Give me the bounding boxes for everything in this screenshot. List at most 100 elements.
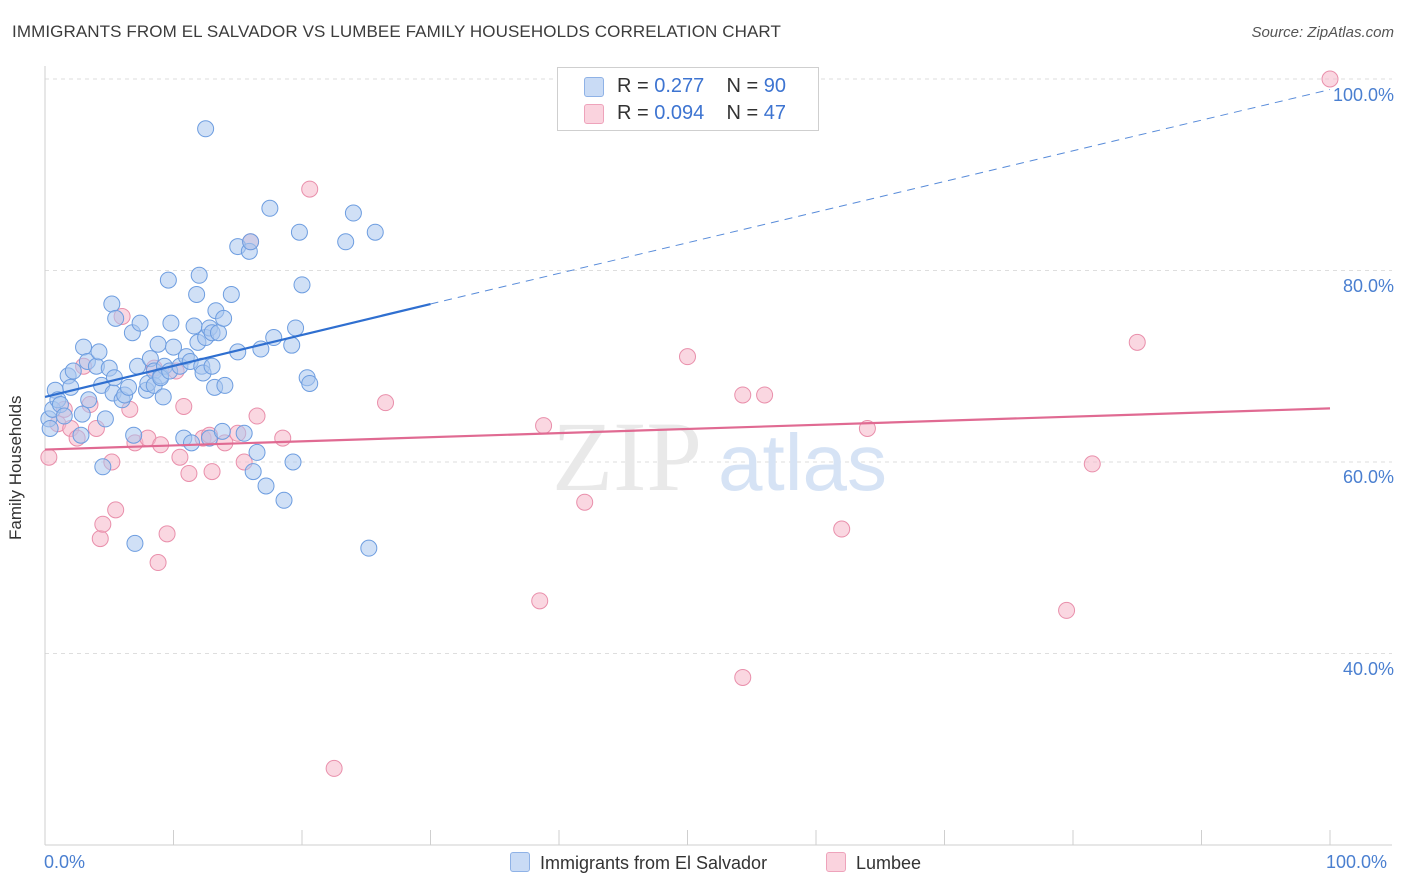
el-salvador-point bbox=[248, 443, 266, 461]
legend-r-label: R = bbox=[617, 102, 649, 124]
lumbee-point bbox=[756, 386, 774, 404]
legend-swatch-blue bbox=[510, 852, 530, 872]
el-salvador-point bbox=[94, 458, 112, 476]
trend-lines bbox=[44, 89, 1331, 451]
el-salvador-point bbox=[72, 426, 90, 444]
el-salvador-point bbox=[154, 388, 172, 406]
lumbee-point bbox=[679, 348, 696, 366]
el-salvador-point bbox=[275, 491, 293, 509]
el-salvador-point bbox=[103, 295, 121, 313]
legend-swatch-blue bbox=[584, 77, 604, 97]
el-salvador-point bbox=[55, 407, 73, 425]
legend-swatch-pink bbox=[584, 104, 604, 124]
el-salvador-point bbox=[41, 419, 59, 437]
legend-item-el-salvador: Immigrants from El Salvador bbox=[510, 852, 767, 874]
legend-label: Lumbee bbox=[856, 853, 922, 873]
lumbee-point bbox=[94, 515, 112, 533]
legend-r-value: 0.094 bbox=[654, 102, 705, 124]
el-salvador-point bbox=[209, 324, 227, 342]
legend-n-value: 47 bbox=[763, 102, 787, 124]
lumbee-point bbox=[149, 554, 167, 572]
el-salvador-point bbox=[165, 338, 182, 356]
lumbee-point bbox=[377, 394, 395, 412]
watermark-zip: ZIP bbox=[552, 401, 702, 512]
lumbee-point bbox=[734, 668, 752, 686]
lumbee-point bbox=[171, 448, 189, 466]
y-tick-label-40: 40.0% bbox=[1342, 659, 1394, 679]
el-salvador-point bbox=[242, 233, 260, 251]
el-salvador-point bbox=[290, 223, 308, 241]
lumbee-point bbox=[734, 386, 752, 404]
el-salvador-point bbox=[216, 376, 234, 394]
legend-n-label: N = bbox=[726, 102, 759, 124]
axes bbox=[44, 66, 1392, 846]
lumbee-point bbox=[107, 501, 125, 519]
el-salvador-point bbox=[215, 309, 233, 327]
el-salvador-point bbox=[190, 266, 208, 284]
el-salvador-point bbox=[366, 223, 384, 241]
legend-item-lumbee: Lumbee bbox=[826, 852, 921, 874]
legend-n-value: 90 bbox=[763, 75, 787, 97]
el-salvador-points bbox=[40, 120, 384, 557]
legend-r-label: R = bbox=[617, 75, 649, 97]
el-salvador-point bbox=[75, 338, 93, 356]
chart-source: Source: ZipAtlas.com bbox=[1251, 24, 1394, 41]
lumbee-point bbox=[248, 407, 266, 425]
lumbee-point bbox=[1321, 70, 1339, 88]
el-salvador-point bbox=[159, 271, 177, 289]
el-salvador-trend-extension bbox=[430, 89, 1331, 305]
el-salvador-point bbox=[213, 422, 231, 440]
y-tick-label-60: 60.0% bbox=[1342, 467, 1394, 487]
el-salvador-point bbox=[293, 276, 311, 294]
lumbee-point bbox=[91, 530, 109, 548]
lumbee-point bbox=[531, 592, 549, 610]
el-salvador-trend-line bbox=[44, 302, 431, 398]
el-salvador-point bbox=[73, 405, 91, 423]
el-salvador-point bbox=[301, 374, 319, 392]
legend-swatch-pink bbox=[826, 852, 846, 872]
lumbee-point bbox=[1083, 455, 1101, 473]
el-salvador-point bbox=[131, 314, 149, 332]
lumbee-trend-line bbox=[44, 407, 1331, 451]
el-salvador-point bbox=[90, 343, 108, 361]
el-salvador-point bbox=[120, 378, 138, 396]
el-salvador-point bbox=[287, 319, 305, 337]
el-salvador-point bbox=[360, 539, 378, 557]
el-salvador-point bbox=[235, 424, 253, 442]
el-salvador-point bbox=[197, 120, 215, 138]
lumbee-point bbox=[1058, 601, 1076, 619]
lumbee-point bbox=[535, 417, 553, 435]
el-salvador-point bbox=[261, 199, 279, 217]
lumbee-point bbox=[1128, 333, 1146, 351]
stats-legend: R = 0.277 N = 90 R = 0.094 N = 47 bbox=[557, 67, 819, 131]
grid bbox=[45, 78, 1392, 654]
x-tick-label-0: 0.0% bbox=[44, 852, 86, 872]
lumbee-point bbox=[833, 520, 851, 538]
lumbee-point bbox=[325, 759, 343, 777]
el-salvador-point bbox=[162, 314, 180, 332]
el-salvador-point bbox=[203, 357, 221, 375]
lumbee-point bbox=[274, 429, 292, 447]
x-tick-label-100: 100.0% bbox=[1326, 852, 1388, 872]
el-salvador-point bbox=[96, 410, 114, 428]
el-salvador-point bbox=[257, 477, 275, 495]
lumbee-point bbox=[301, 180, 319, 198]
el-salvador-point bbox=[337, 233, 355, 251]
el-salvador-point bbox=[107, 309, 125, 327]
legend-r-value: 0.277 bbox=[654, 75, 705, 97]
chart-title: IMMIGRANTS FROM EL SALVADOR VS LUMBEE FA… bbox=[12, 22, 781, 41]
el-salvador-point bbox=[244, 463, 262, 481]
lumbee-point bbox=[203, 463, 221, 481]
el-salvador-point bbox=[182, 434, 200, 452]
lumbee-point bbox=[576, 493, 594, 511]
watermark-atlas: atlas bbox=[718, 418, 887, 507]
el-salvador-point bbox=[284, 453, 302, 471]
el-salvador-point bbox=[64, 362, 82, 380]
el-salvador-point bbox=[80, 391, 98, 409]
el-salvador-point bbox=[188, 285, 206, 303]
lumbee-point bbox=[858, 419, 876, 437]
lumbee-point bbox=[180, 464, 198, 482]
legend-n-label: N = bbox=[726, 75, 759, 97]
el-salvador-point bbox=[344, 204, 362, 222]
el-salvador-point bbox=[149, 335, 167, 353]
